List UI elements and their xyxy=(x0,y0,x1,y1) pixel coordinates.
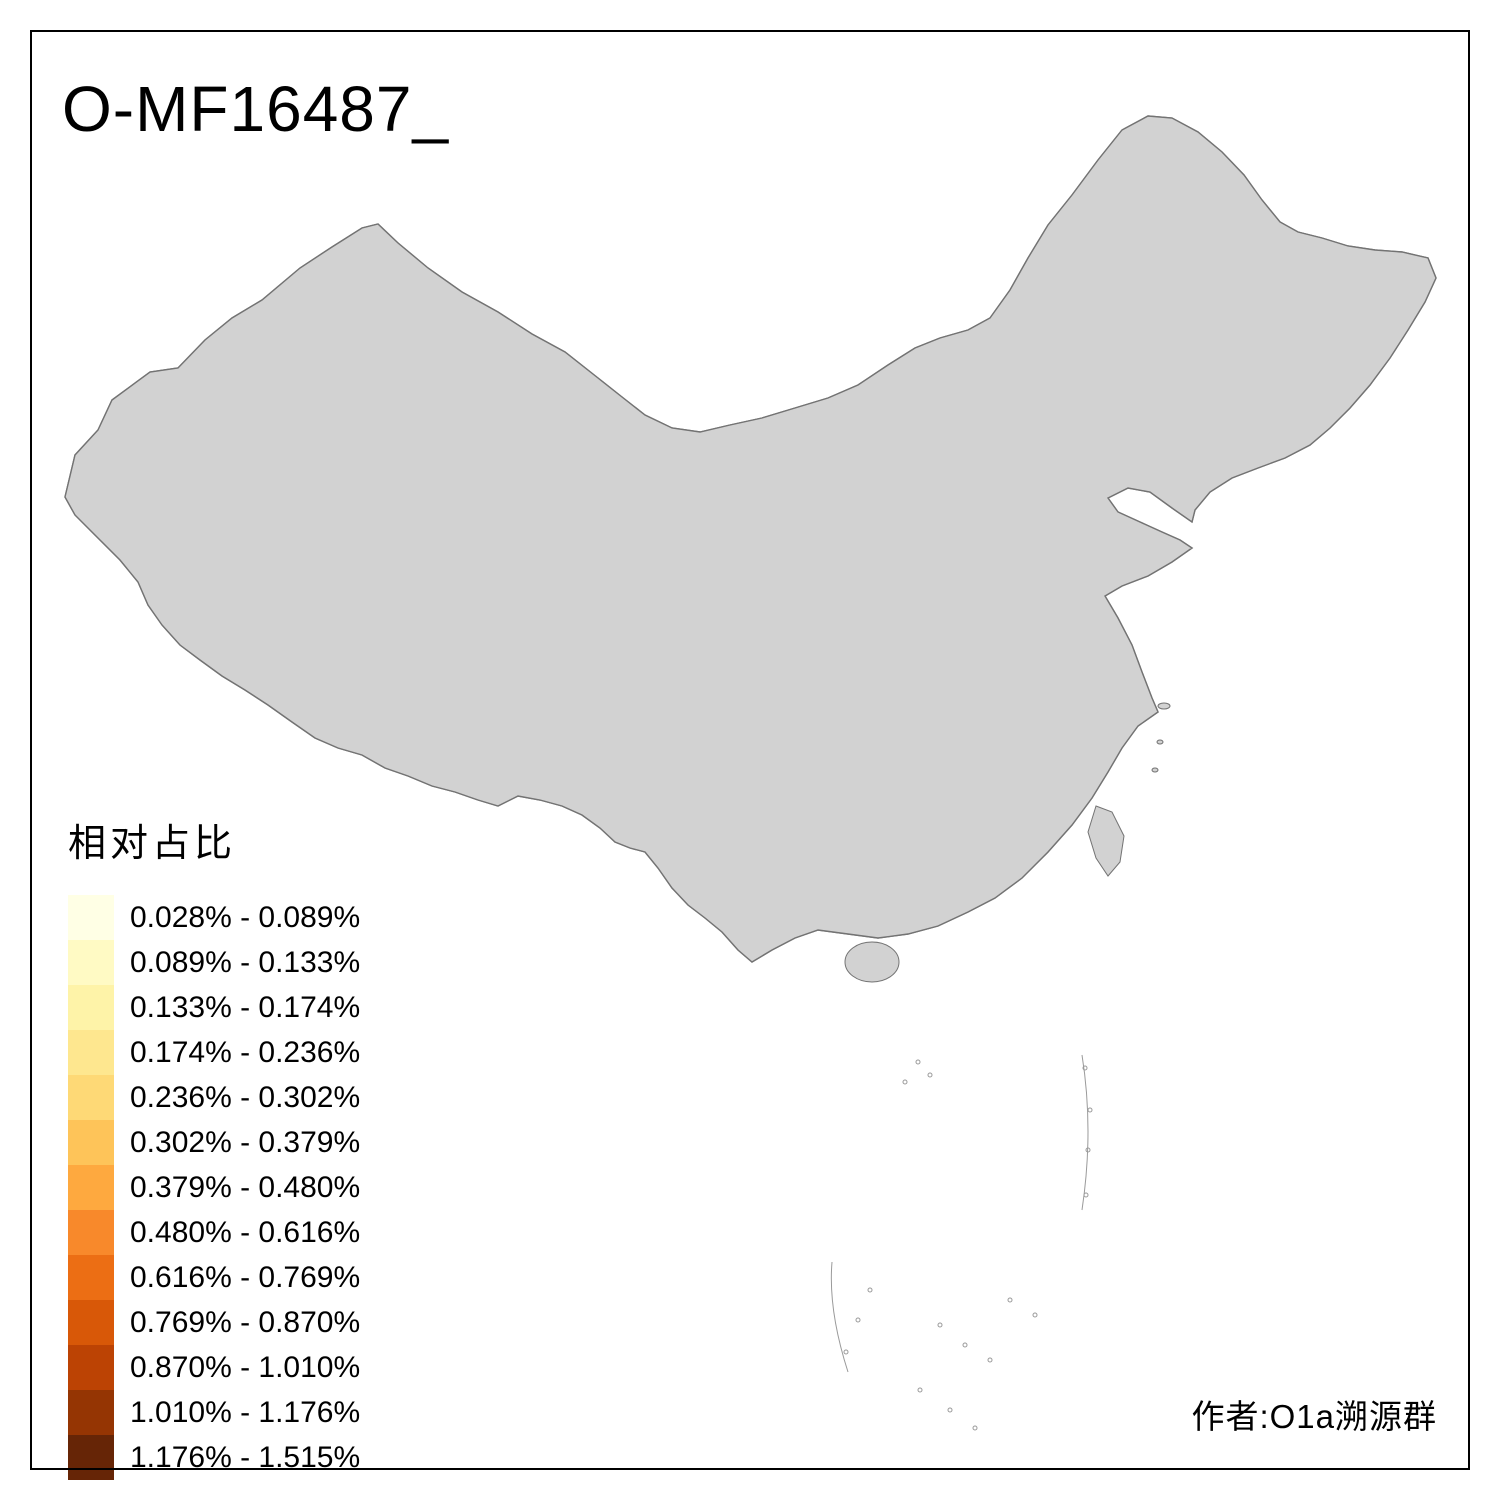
legend-swatch xyxy=(68,1210,114,1255)
legend-label: 0.133% - 0.174% xyxy=(130,990,361,1024)
legend-item: 0.379% - 0.480% xyxy=(68,1165,360,1210)
legend-swatch xyxy=(68,1120,114,1165)
legend-swatch xyxy=(68,1300,114,1345)
legend-label: 0.174% - 0.236% xyxy=(130,1035,361,1069)
legend-item: 0.174% - 0.236% xyxy=(68,1030,360,1075)
legend-item: 0.480% - 0.616% xyxy=(68,1210,360,1255)
legend-swatch xyxy=(68,1255,114,1300)
legend-item: 1.010% - 1.176% xyxy=(68,1390,360,1435)
legend-label: 0.236% - 0.302% xyxy=(130,1080,361,1114)
legend-label: 1.010% - 1.176% xyxy=(130,1395,361,1429)
legend-label: 0.480% - 0.616% xyxy=(130,1215,361,1249)
legend-label: 0.089% - 0.133% xyxy=(130,945,361,979)
legend-label: 0.028% - 0.089% xyxy=(130,900,361,934)
legend-label: 0.302% - 0.379% xyxy=(130,1125,361,1159)
legend-item: 0.616% - 0.769% xyxy=(68,1255,360,1300)
hainan-island xyxy=(844,941,900,983)
legend-item: 1.176% - 1.515% xyxy=(68,1435,360,1480)
taiwan-island xyxy=(1087,805,1125,877)
legend: 相对占比 0.028% - 0.089% 0.089% - 0.133% 0.133… xyxy=(68,812,360,1480)
legend-swatch xyxy=(68,1390,114,1435)
legend-title: 相对占比 xyxy=(68,823,237,865)
legend-swatch xyxy=(68,985,114,1030)
legend-items: 0.028% - 0.089% 0.089% - 0.133% 0.133% - 0… xyxy=(68,895,360,1480)
legend-item: 0.236% - 0.302% xyxy=(68,1075,360,1120)
legend-label: 0.870% - 1.010% xyxy=(130,1350,361,1384)
legend-item: 0.870% - 1.010% xyxy=(68,1345,360,1390)
legend-label: 0.616% - 0.769% xyxy=(130,1260,361,1294)
legend-swatch xyxy=(68,1435,114,1480)
legend-item: 0.302% - 0.379% xyxy=(68,1120,360,1165)
legend-item: 0.769% - 0.870% xyxy=(68,1300,360,1345)
legend-label: 0.379% - 0.480% xyxy=(130,1170,361,1204)
legend-item: 0.089% - 0.133% xyxy=(68,940,360,985)
legend-swatch xyxy=(68,1165,114,1210)
legend-swatch xyxy=(68,1030,114,1075)
legend-item: 0.028% - 0.089% xyxy=(68,895,360,940)
legend-item: 0.133% - 0.174% xyxy=(68,985,360,1030)
legend-swatch xyxy=(68,940,114,985)
legend-swatch xyxy=(68,1345,114,1390)
legend-swatch xyxy=(68,1075,114,1120)
legend-swatch xyxy=(68,895,114,940)
legend-label: 0.769% - 0.870% xyxy=(130,1305,361,1339)
page-title: O-MF16487_ xyxy=(62,73,450,145)
attribution: 作者:O1a溯源群 xyxy=(1191,1398,1437,1435)
islands xyxy=(844,702,1171,983)
south-china-sea-islets xyxy=(830,1054,1093,1431)
legend-label: 1.176% - 1.515% xyxy=(130,1440,361,1474)
